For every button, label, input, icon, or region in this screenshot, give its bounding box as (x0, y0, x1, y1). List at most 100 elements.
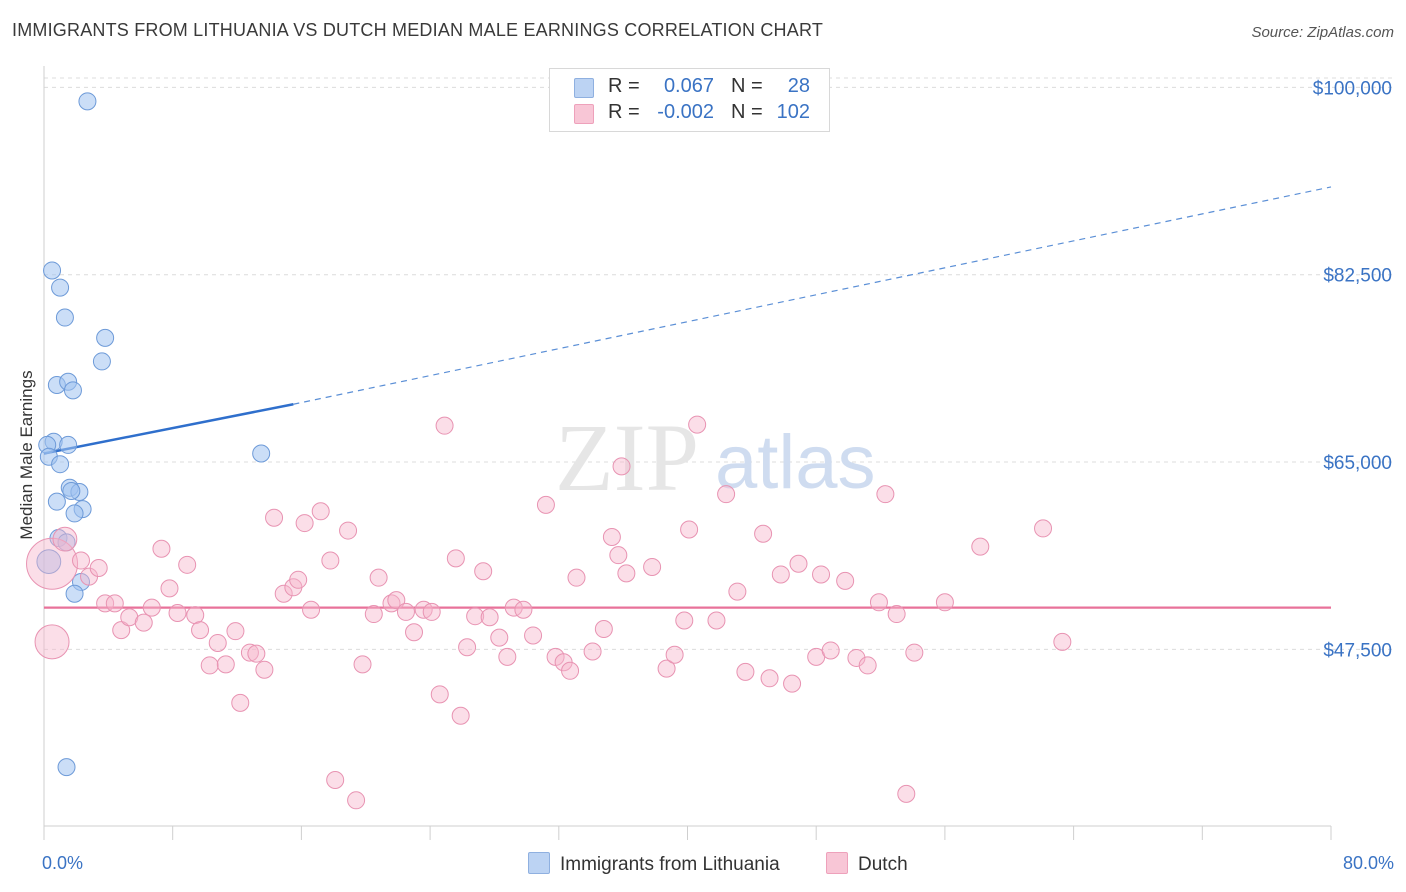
dutch-point (247, 644, 266, 663)
lithuania-point (55, 308, 74, 327)
x-tick-label: 0.0% (42, 853, 83, 873)
dutch-point (594, 620, 613, 639)
dutch-point (876, 485, 895, 504)
y-tick-label: $82,500 (1323, 266, 1392, 287)
lithuania-point (51, 455, 70, 474)
dutch-point (353, 655, 372, 674)
dutch-point (567, 568, 586, 587)
dutch-point (364, 605, 383, 624)
tick-labels: $47,500 $65,000 $82,500 $100,000 0.0% 80.0% (42, 78, 1394, 873)
lithuania-point (51, 278, 70, 297)
r-value: -0.002 (657, 101, 714, 123)
y-tick-label: $100,000 (1313, 78, 1392, 99)
dutch-point (583, 642, 602, 661)
dutch-point (255, 660, 274, 679)
dutch-point (451, 706, 470, 725)
dutch-point (609, 546, 628, 565)
x-tick-label: 80.0% (1343, 853, 1394, 873)
chart-title: IMMIGRANTS FROM LITHUANIA VS DUTCH MEDIA… (12, 20, 824, 40)
dutch-point (208, 633, 227, 652)
dutch-point (240, 643, 259, 662)
lithuania-point (43, 261, 62, 280)
lithuania-point (78, 92, 97, 111)
dutch-point (935, 593, 954, 612)
correlation-legend: R = 0.067 N = 28 R = -0.002 N = 102 (549, 68, 830, 132)
dutch-point (971, 537, 990, 556)
watermark-atlas: atlas (715, 420, 876, 505)
dutch-point (602, 527, 621, 546)
dutch-point (490, 628, 509, 647)
source-label: Source: ZipAtlas.com (1251, 24, 1394, 41)
n-value: 28 (787, 75, 810, 97)
dutch-point (396, 602, 415, 621)
r-label: R = (608, 75, 640, 97)
dutch-point (847, 648, 866, 667)
lithuania-point (62, 481, 81, 500)
dutch-point (869, 593, 888, 612)
dutch-point (665, 645, 684, 664)
dutch-point (339, 521, 358, 540)
n-label: N = (731, 75, 763, 97)
dutch-point (680, 520, 699, 539)
dutch-point (302, 600, 321, 619)
y-tick-label: $65,000 (1323, 453, 1392, 474)
dutch-point (265, 508, 284, 527)
dutch-point (675, 611, 694, 630)
dutch-point (231, 693, 250, 712)
dutch-point (160, 579, 179, 598)
dutch-point (168, 603, 187, 622)
dutch-point (52, 526, 78, 552)
watermark: ZIP atlas (555, 404, 876, 511)
scatter-points (26, 92, 1072, 810)
dutch-point (191, 621, 210, 640)
dutch-swatch (574, 104, 594, 124)
dutch-point (524, 626, 543, 645)
r-label: R = (608, 101, 640, 123)
dutch-point (142, 598, 161, 617)
dutch-point (536, 495, 555, 514)
dutch-point (295, 514, 314, 533)
dutch-point (688, 415, 707, 434)
lithuania-trend-extension (293, 186, 1332, 405)
dutch-point (643, 557, 662, 576)
dutch-point (897, 784, 916, 803)
dutch-point (446, 549, 465, 568)
bottom-legend-dutch: Dutch (826, 852, 908, 876)
dutch-point (186, 606, 205, 625)
dutch-legend-swatch (826, 852, 848, 874)
dutch-point (289, 570, 308, 589)
lithuania-trend-line (43, 403, 294, 455)
dutch-point (717, 485, 736, 504)
y-tick-label: $47,500 (1323, 640, 1392, 661)
dutch-point (422, 602, 441, 621)
dutch-point (474, 562, 493, 581)
dutch-point (905, 643, 924, 662)
r-value: 0.067 (663, 75, 714, 97)
dutch-point (34, 624, 70, 660)
dutch-point (466, 607, 485, 626)
lithuania-point (252, 444, 271, 463)
lithuania-swatch (574, 78, 594, 98)
lithuania-legend-swatch (528, 852, 550, 874)
dutch-point (347, 791, 366, 810)
dutch-point (105, 594, 124, 613)
dutch-point (226, 622, 245, 641)
lithuania-point (59, 435, 78, 454)
dutch-point (326, 770, 345, 789)
lithuania-point (92, 352, 111, 371)
dutch-point (612, 457, 631, 476)
dutch-point (382, 594, 401, 613)
trend-lines (43, 186, 1332, 609)
dutch-point (274, 584, 293, 603)
dutch-point (96, 594, 115, 613)
dutch-point (514, 600, 533, 619)
dutch-point (369, 568, 388, 587)
dutch-point (771, 565, 790, 584)
dutch-point (617, 564, 636, 583)
dutch-point (657, 659, 676, 678)
dutch-point (836, 571, 855, 590)
dutch-point (736, 662, 755, 681)
dutch-point (561, 661, 580, 680)
lithuania-point (63, 381, 82, 400)
dutch-point (152, 539, 171, 558)
